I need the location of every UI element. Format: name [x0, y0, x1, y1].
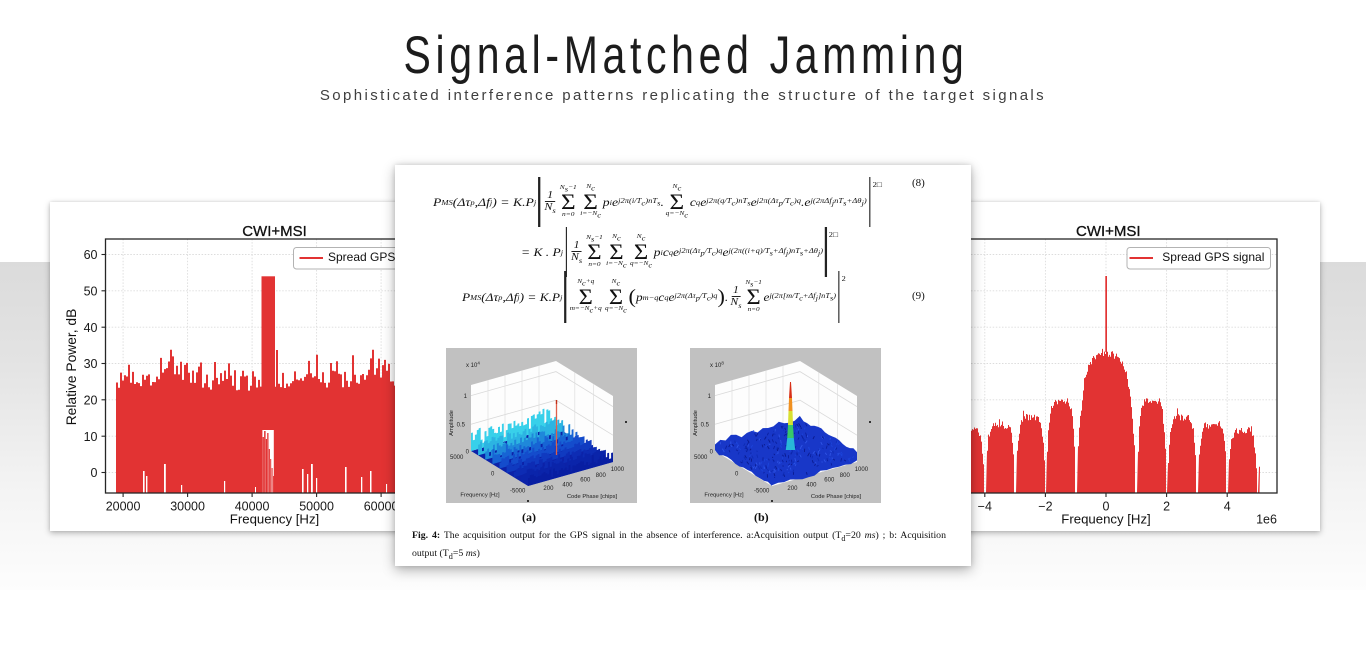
svg-text:Code Phase [chips]: Code Phase [chips] — [567, 494, 618, 500]
svg-text:40000: 40000 — [234, 500, 269, 514]
svg-text:600: 600 — [580, 478, 591, 484]
svg-text:Frequency [Hz]: Frequency [Hz] — [1061, 512, 1150, 527]
svg-text:0: 0 — [1103, 500, 1110, 514]
svg-text:Frequency [Hz]: Frequency [Hz] — [460, 493, 500, 499]
svg-text:1: 1 — [464, 394, 468, 400]
svg-text:-5000: -5000 — [510, 489, 526, 495]
svg-text:0: 0 — [735, 472, 739, 478]
svg-text:2: 2 — [1163, 500, 1170, 514]
svg-text:Amplitude: Amplitude — [449, 410, 455, 436]
svg-text:200: 200 — [787, 486, 798, 492]
svg-text:10: 10 — [83, 430, 97, 444]
svg-text:20: 20 — [83, 393, 97, 407]
svg-text:30000: 30000 — [170, 500, 205, 514]
svg-text:1000: 1000 — [855, 467, 869, 473]
svg-text:400: 400 — [806, 482, 817, 488]
svg-text:800: 800 — [840, 473, 851, 479]
svg-text:60000: 60000 — [363, 500, 398, 514]
svg-text:30: 30 — [83, 357, 97, 371]
svg-text:−2: −2 — [1038, 500, 1052, 514]
svg-text:1e6: 1e6 — [1256, 513, 1277, 527]
svg-text:1: 1 — [708, 394, 712, 400]
svg-text:x 108: x 108 — [710, 361, 724, 370]
svg-text:Relative Power, dB: Relative Power, dB — [64, 309, 79, 426]
svg-text:5000: 5000 — [694, 455, 708, 461]
svg-text:0.5: 0.5 — [701, 423, 710, 429]
svg-text:0: 0 — [710, 450, 714, 456]
svg-text:Code Phase [chips]: Code Phase [chips] — [811, 494, 862, 500]
svg-text:-5000: -5000 — [754, 489, 770, 495]
svg-text:50000: 50000 — [299, 500, 334, 514]
svg-text:Frequency [Hz]: Frequency [Hz] — [704, 493, 744, 499]
svg-text:CWI+MSI: CWI+MSI — [1076, 223, 1141, 240]
svg-text:Spread GPS signal: Spread GPS signal — [328, 250, 410, 264]
svg-text:x 104: x 104 — [466, 361, 480, 370]
svg-text:20000: 20000 — [105, 500, 140, 514]
svg-text:800: 800 — [596, 473, 607, 479]
svg-text:50: 50 — [83, 284, 97, 298]
svg-text:Amplitude: Amplitude — [693, 410, 699, 436]
svg-text:40: 40 — [83, 321, 97, 335]
svg-text:5000: 5000 — [450, 455, 464, 461]
svg-text:Frequency [Hz]: Frequency [Hz] — [229, 512, 318, 527]
svg-text:60: 60 — [83, 248, 97, 262]
svg-text:200: 200 — [543, 486, 554, 492]
svg-text:1000: 1000 — [611, 467, 625, 473]
svg-text:0: 0 — [90, 466, 97, 480]
svg-text:600: 600 — [824, 478, 835, 484]
svg-text:0: 0 — [466, 450, 470, 456]
svg-text:400: 400 — [562, 482, 573, 488]
svg-text:−4: −4 — [978, 500, 992, 514]
svg-text:0.5: 0.5 — [457, 423, 466, 429]
svg-text:Spread GPS signal: Spread GPS signal — [1162, 250, 1264, 264]
svg-text:4: 4 — [1224, 500, 1231, 514]
svg-text:0: 0 — [491, 472, 495, 478]
svg-text:CWI+MSI: CWI+MSI — [242, 223, 307, 240]
